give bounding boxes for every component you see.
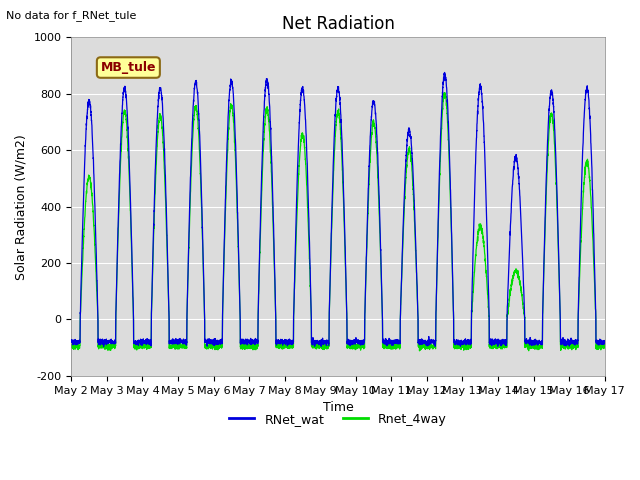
X-axis label: Time: Time <box>323 401 353 414</box>
Line: RNet_wat: RNet_wat <box>71 72 605 347</box>
Text: No data for f_RNet_tule: No data for f_RNet_tule <box>6 10 137 21</box>
RNet_wat <box>488 343 495 348</box>
Rnet_4way <box>163 246 171 252</box>
RNet_wat <box>318 338 326 344</box>
Rnet_4way <box>67 344 75 349</box>
Rnet_4way <box>440 90 448 96</box>
RNet_wat <box>441 70 449 75</box>
Rnet_4way <box>458 344 465 349</box>
RNet_wat <box>600 338 608 344</box>
Rnet_4way <box>428 342 436 348</box>
RNet_wat <box>67 338 75 344</box>
Y-axis label: Solar Radiation (W/m2): Solar Radiation (W/m2) <box>15 134 28 279</box>
Text: MB_tule: MB_tule <box>100 61 156 74</box>
RNet_wat <box>428 340 436 346</box>
Legend: RNet_wat, Rnet_4way: RNet_wat, Rnet_4way <box>224 408 452 431</box>
RNet_wat <box>100 344 108 349</box>
Rnet_4way <box>600 345 608 351</box>
RNet_wat <box>163 242 171 248</box>
RNet_wat <box>601 340 609 346</box>
Rnet_4way <box>488 346 495 351</box>
Line: Rnet_4way: Rnet_4way <box>71 93 605 351</box>
RNet_wat <box>458 340 465 346</box>
Rnet_4way <box>318 345 326 350</box>
Title: Net Radiation: Net Radiation <box>282 15 394 33</box>
Rnet_4way <box>415 348 423 354</box>
Rnet_4way <box>601 344 609 350</box>
